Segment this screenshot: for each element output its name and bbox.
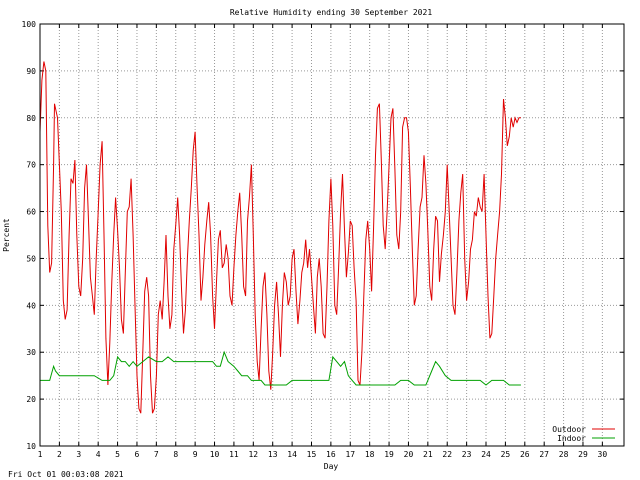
y-tick-label: 100 [22,20,37,29]
x-tick-label: 24 [481,450,491,459]
y-tick-label: 90 [26,67,36,76]
series-line-outdoor [39,61,521,414]
x-tick-label: 28 [559,450,569,459]
x-tick-label: 2 [57,450,62,459]
footer-timestamp: Fri Oct 01 00:03:08 2021 [8,470,124,479]
x-tick-label: 9 [193,450,198,459]
x-tick-labels: 1 2 3 4 5 6 7 8 9 10 11 12 13 14 15 16 17 18 19 20 21 22 23 24 2… [38,450,608,459]
x-tick-label: 12 [248,450,258,459]
x-tick-label: 26 [520,450,530,459]
y-tick-labels: 10 20 30 40 50 60 70 80 90 100 [22,20,37,451]
x-tick-label: 13 [268,450,278,459]
x-tick-label: 16 [326,450,336,459]
x-axis-label: Day [324,462,339,471]
y-tick-label: 30 [26,348,36,357]
x-tick-label: 27 [539,450,549,459]
legend-label-indoor: Indoor [557,434,586,443]
x-tick-label: 5 [115,450,120,459]
x-tick-label: 29 [578,450,588,459]
x-tick-label: 21 [423,450,433,459]
x-tick-label: 30 [598,450,608,459]
y-tick-label: 80 [26,114,36,123]
x-tick-label: 17 [345,450,355,459]
y-tick-label: 70 [26,161,36,170]
x-tick-label: 10 [210,450,220,459]
x-tick-label: 14 [287,450,297,459]
y-tick-label: 60 [26,208,36,217]
legend: Outdoor Indoor [552,425,615,443]
x-tick-label: 25 [501,450,511,459]
x-tick-label: 4 [96,450,101,459]
x-tick-label: 19 [384,450,394,459]
series-line-indoor [40,350,521,386]
plot-series [39,61,521,414]
plot-frame [39,23,625,447]
x-tick-label: 11 [229,450,239,459]
x-tick-label: 15 [307,450,317,459]
y-tick-label: 50 [26,254,36,263]
x-tick-label: 18 [365,450,375,459]
chart-title: Relative Humidity ending 30 September 20… [230,8,432,17]
x-tick-label: 20 [404,450,414,459]
x-tick-label: 23 [462,450,472,459]
x-tick-label: 3 [76,450,81,459]
grid-lines [39,23,624,447]
y-tick-label: 40 [26,301,36,310]
x-tick-label: 7 [154,450,159,459]
y-tick-label: 10 [26,442,36,451]
x-tick-label: 22 [442,450,452,459]
y-axis-label: Percent [2,218,11,252]
x-tick-label: 8 [173,450,178,459]
y-tick-label: 20 [26,395,36,404]
x-tick-label: 6 [135,450,140,459]
x-tick-label: 1 [38,450,43,459]
legend-label-outdoor: Outdoor [552,425,586,434]
